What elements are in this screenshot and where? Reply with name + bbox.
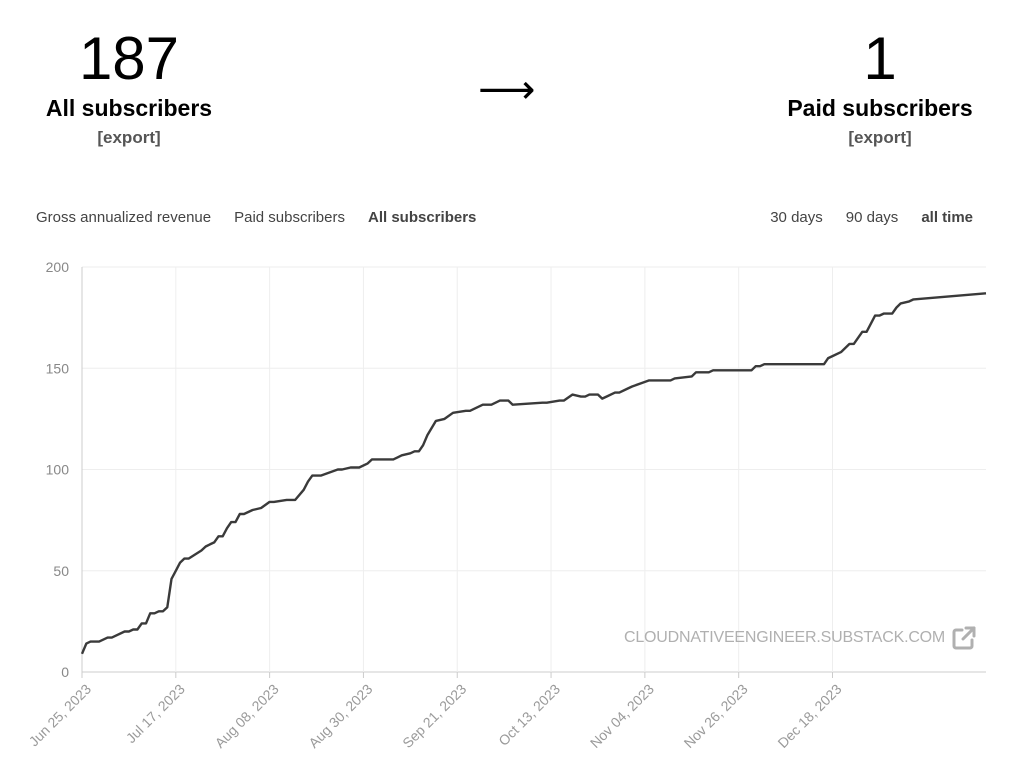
series-line [80, 292, 987, 655]
y-tick-label: 150 [46, 360, 70, 376]
x-tick-label: Jul 17, 2023 [123, 681, 188, 746]
paid-subscribers-label: Paid subscribers [787, 95, 973, 121]
tab-30-days[interactable]: 30 days [770, 209, 823, 226]
x-tick-label: Oct 13, 2023 [495, 681, 563, 749]
external-link-icon[interactable] [951, 625, 977, 651]
tab-all-subscribers[interactable]: All subscribers [368, 209, 477, 226]
all-subscribers-count: 187 [78, 25, 180, 92]
watermark: CLOUDNATIVEENGINEER.SUBSTACK.COM [624, 625, 977, 651]
tab-90-days[interactable]: 90 days [845, 209, 899, 226]
metric-tabs: Gross annualized revenue Paid subscribers… [36, 209, 499, 226]
x-tick-label: Nov 04, 2023 [587, 681, 657, 751]
tab-gross-annualized-revenue[interactable]: Gross annualized revenue [36, 209, 212, 226]
range-tabs: 30 days 90 days all time [747, 209, 973, 226]
tab-paid-subscribers[interactable]: Paid subscribers [234, 209, 345, 226]
x-tick-label: Aug 30, 2023 [305, 681, 375, 751]
all-subscribers-label: All subscribers [45, 95, 213, 121]
x-tick-label: Jun 25, 2023 [26, 681, 95, 750]
watermark-text: CLOUDNATIVEENGINEER.SUBSTACK.COM [624, 629, 946, 646]
paid-subscribers-export-link[interactable]: [export] [848, 128, 912, 147]
y-tick-label: 100 [46, 462, 70, 478]
y-tick-label: 200 [46, 259, 70, 275]
all-subscribers-export-link[interactable]: [export] [97, 128, 161, 147]
paid-subscribers-count: 1 [863, 25, 897, 92]
x-tick-label: Sep 21, 2023 [399, 681, 469, 751]
y-tick-label: 0 [61, 664, 69, 680]
x-tick-label: Aug 08, 2023 [212, 681, 282, 751]
x-tick-label: Dec 18, 2023 [774, 681, 844, 751]
x-tick-label: Nov 26, 2023 [681, 681, 751, 751]
tab-all-time[interactable]: all time [921, 209, 973, 226]
arrow-icon: ⟶ [478, 68, 536, 112]
y-tick-label: 50 [53, 563, 69, 579]
paid-subscribers-summary: 1 Paid subscribers [export] [760, 24, 1000, 148]
all-subscribers-summary: 187 All subscribers [export] [9, 24, 249, 148]
